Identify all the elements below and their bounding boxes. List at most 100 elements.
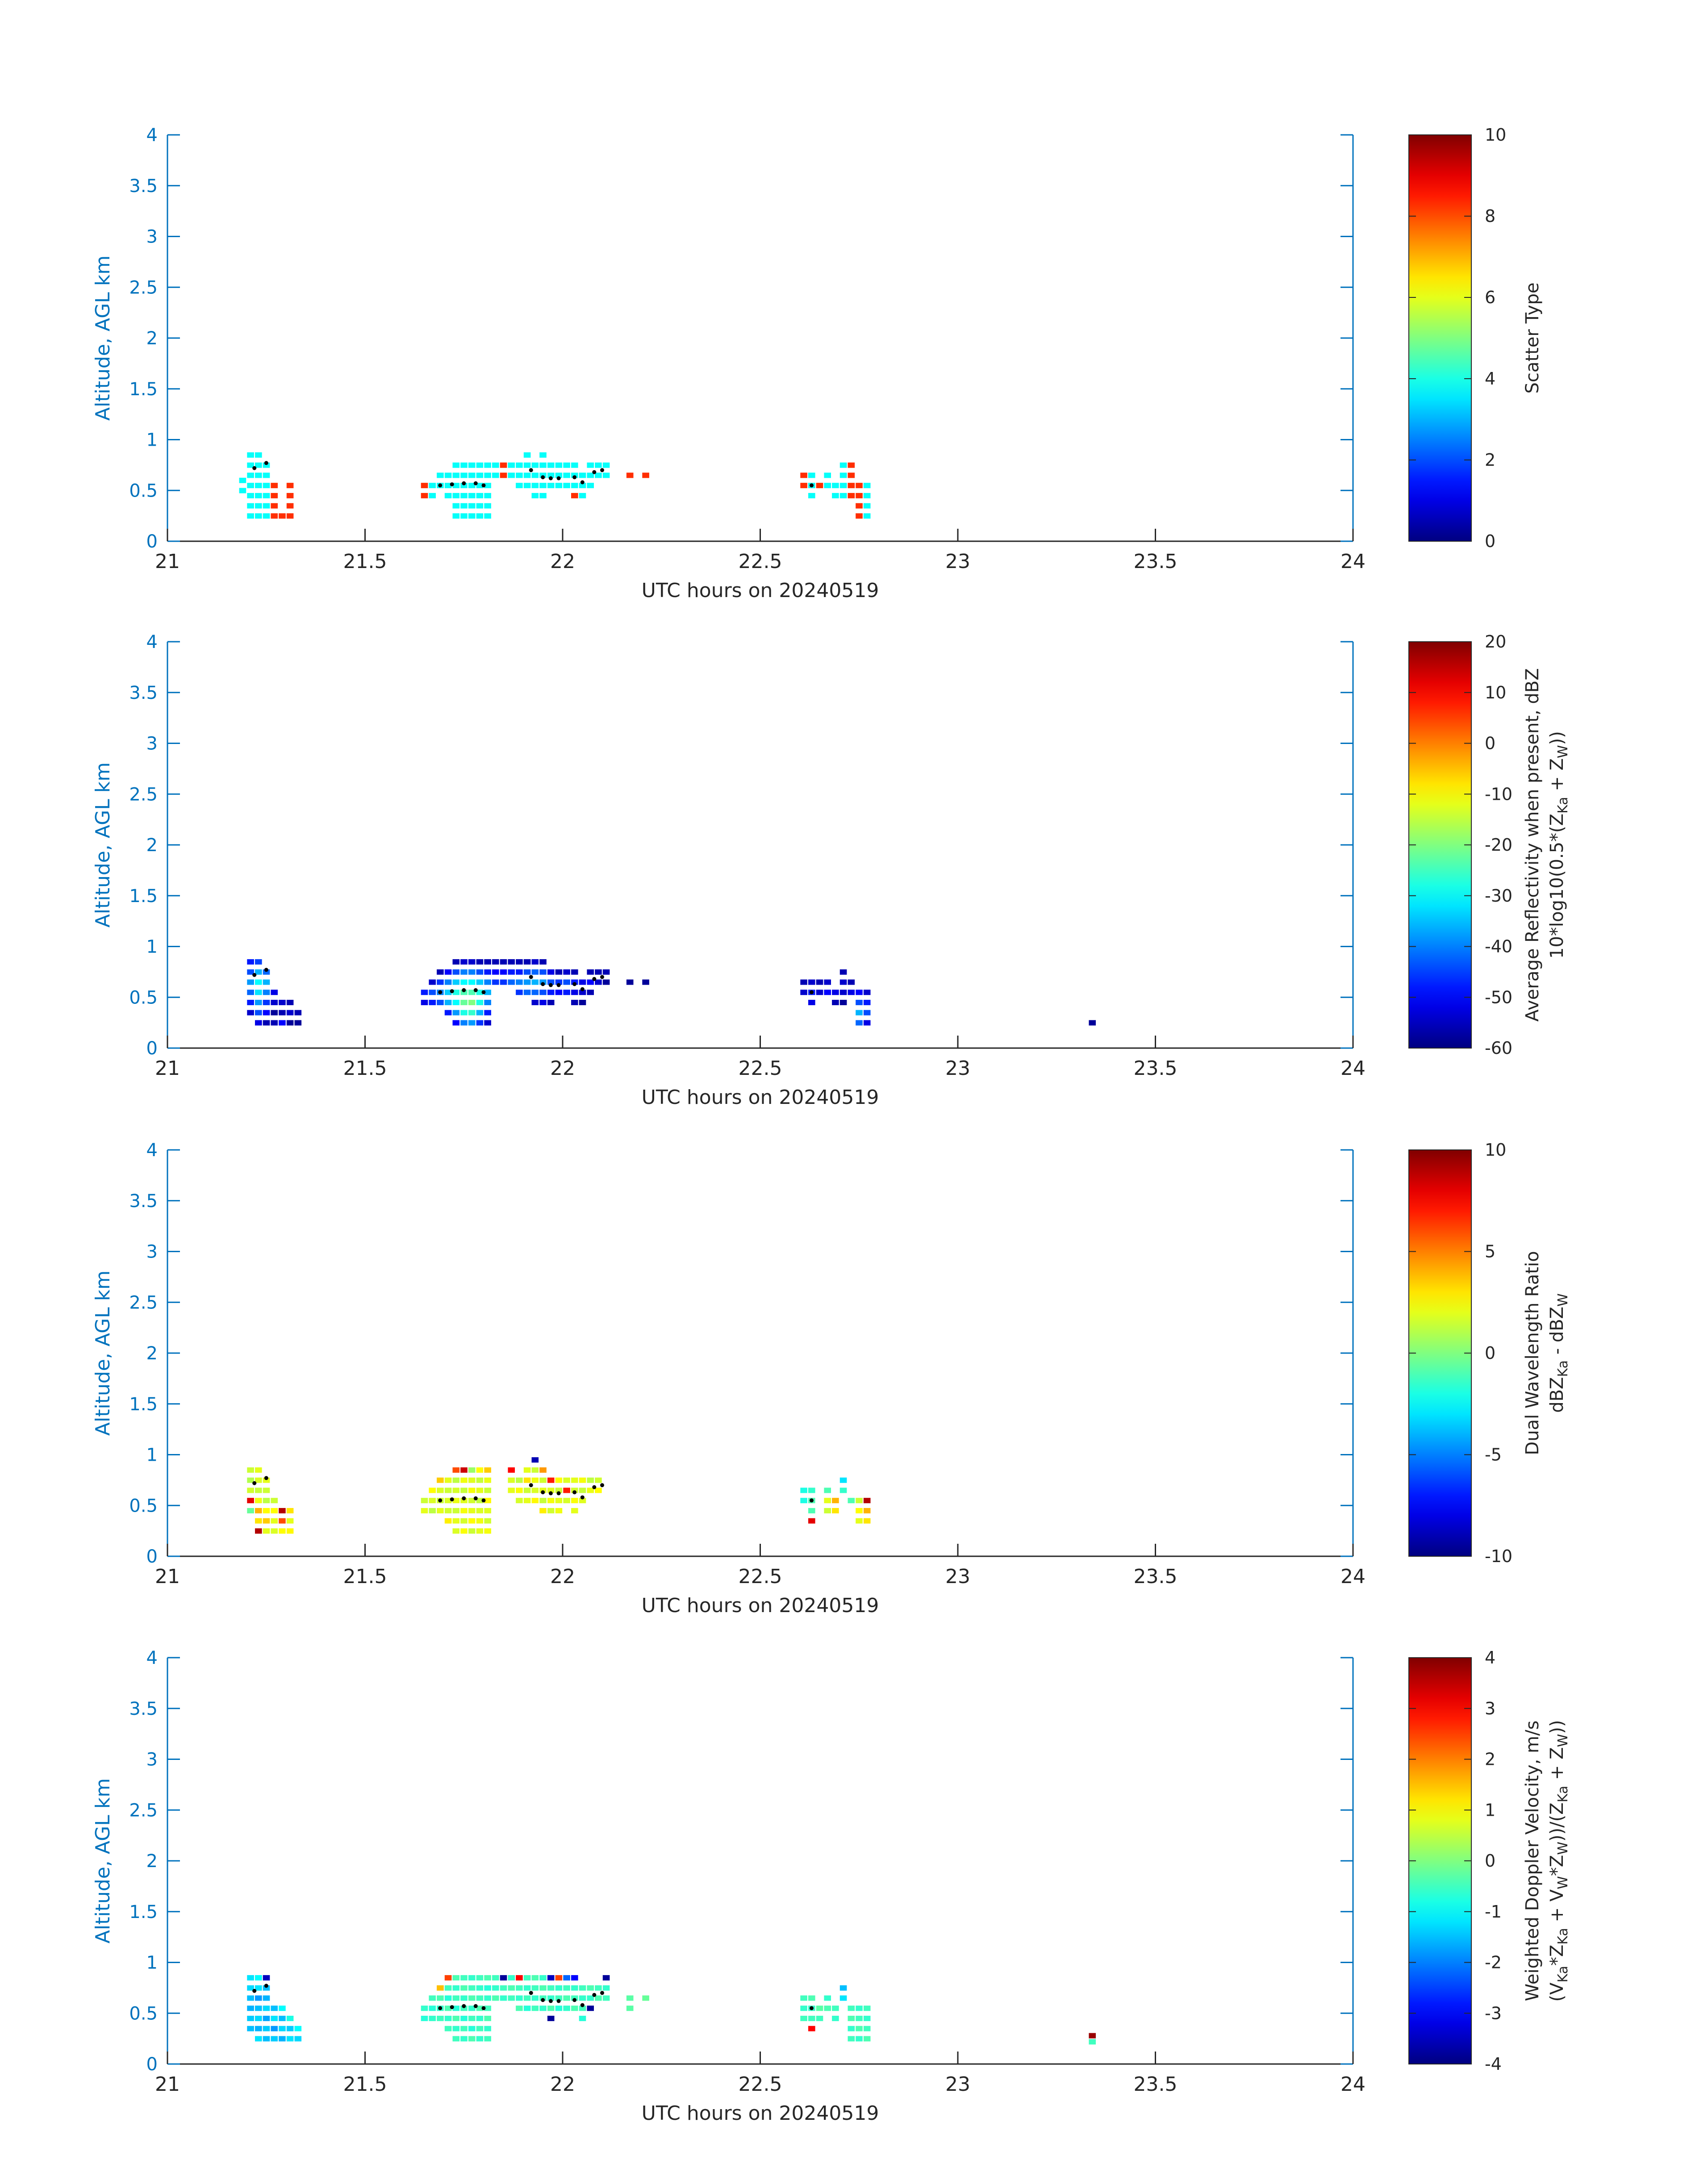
heatmap-cell bbox=[571, 990, 578, 995]
heatmap-cell bbox=[429, 493, 436, 498]
y-tick-label: 2 bbox=[146, 1851, 158, 1872]
heatmap-cell bbox=[579, 999, 586, 1005]
heatmap-cell bbox=[523, 1477, 531, 1483]
heatmap-cell bbox=[247, 959, 254, 965]
heatmap-cell bbox=[587, 1995, 594, 2001]
heatmap-cell bbox=[429, 2006, 436, 2011]
heatmap-cell bbox=[437, 1477, 444, 1483]
heatmap-cell bbox=[484, 462, 491, 468]
heatmap-cell bbox=[437, 999, 444, 1005]
colorbar-tick-label: -50 bbox=[1485, 987, 1512, 1007]
heatmap-cell bbox=[547, 1477, 555, 1483]
heatmap-cell bbox=[460, 1528, 468, 1534]
y-tick-label: 1.5 bbox=[129, 1394, 158, 1415]
heatmap-cell bbox=[279, 1528, 286, 1534]
y-tick-label: 3 bbox=[146, 227, 158, 247]
heatmap-cell bbox=[863, 1508, 871, 1513]
heatmap-cell bbox=[626, 1995, 634, 2001]
heatmap-cell bbox=[476, 990, 484, 995]
heatmap-cell bbox=[484, 503, 491, 509]
heatmap-cell bbox=[832, 2015, 839, 2021]
marker-dot bbox=[438, 483, 443, 488]
heatmap-cell bbox=[255, 1995, 262, 2001]
heatmap-cell bbox=[587, 979, 594, 985]
heatmap-cell bbox=[516, 472, 523, 478]
heatmap-cell bbox=[421, 483, 428, 489]
heatmap-cell bbox=[523, 990, 531, 995]
heatmap-cell bbox=[468, 1985, 476, 1991]
y-axis-label: Altitude, AGL km bbox=[92, 255, 114, 421]
heatmap-cell bbox=[255, 1518, 262, 1524]
x-axis-label: UTC hours on 20240519 bbox=[642, 1086, 879, 1109]
heatmap-cell bbox=[444, 2026, 452, 2031]
heatmap-cell bbox=[444, 1488, 452, 1493]
heatmap-cell bbox=[255, 990, 262, 995]
heatmap-cell bbox=[421, 1508, 428, 1513]
heatmap-cell bbox=[602, 1975, 610, 1981]
heatmap-cell bbox=[263, 2006, 270, 2011]
marker-dot bbox=[450, 482, 454, 487]
heatmap-cell bbox=[286, 483, 294, 489]
x-tick-label: 22 bbox=[550, 550, 575, 573]
heatmap-cell bbox=[286, 503, 294, 509]
heatmap-cell bbox=[492, 462, 499, 468]
heatmap-cell bbox=[255, 462, 262, 468]
marker-dot bbox=[548, 476, 553, 481]
heatmap-cell bbox=[484, 1488, 491, 1493]
colorbar-tick-label: 2 bbox=[1485, 1750, 1495, 1769]
heatmap-cell bbox=[263, 1518, 270, 1524]
heatmap-cell bbox=[531, 1995, 539, 2001]
colorbar-tick-label: -40 bbox=[1485, 937, 1512, 957]
heatmap-cell bbox=[468, 990, 476, 995]
heatmap-cell bbox=[848, 2006, 855, 2011]
heatmap-cell bbox=[452, 1498, 460, 1504]
heatmap-cell bbox=[476, 1498, 484, 1504]
y-tick-label: 0.5 bbox=[129, 481, 158, 501]
heatmap-cell bbox=[839, 1995, 847, 2001]
heatmap-cell bbox=[571, 969, 578, 975]
marker-dot bbox=[438, 2006, 443, 2010]
heatmap-cell bbox=[516, 1477, 523, 1483]
y-tick-label: 2.5 bbox=[129, 1292, 158, 1313]
heatmap-cell bbox=[239, 488, 246, 493]
heatmap-cell bbox=[437, 1995, 444, 2001]
heatmap-cell bbox=[839, 990, 847, 995]
heatmap-cell bbox=[421, 990, 428, 995]
heatmap-cell bbox=[255, 1975, 262, 1981]
y-tick-label: 3 bbox=[146, 1242, 158, 1262]
heatmap-cell bbox=[468, 1467, 476, 1473]
heatmap-cell bbox=[476, 1975, 484, 1981]
heatmap-cell bbox=[444, 1498, 452, 1504]
heatmap-cell bbox=[279, 1010, 286, 1015]
heatmap-cell bbox=[531, 1498, 539, 1504]
heatmap-cell bbox=[832, 990, 839, 995]
marker-dots bbox=[252, 968, 814, 994]
heatmap-cell bbox=[468, 2026, 476, 2031]
heatmap-cell bbox=[547, 2006, 555, 2011]
colorbar-tick-label: -1 bbox=[1485, 1902, 1502, 1922]
marker-dot bbox=[473, 1496, 478, 1500]
heatmap-cell bbox=[863, 493, 871, 498]
heatmap-cell bbox=[547, 990, 555, 995]
heatmap-cell bbox=[294, 2026, 302, 2031]
marker-dot bbox=[541, 1490, 545, 1495]
heatmap-cells bbox=[247, 1975, 1096, 2045]
heatmap-cell bbox=[832, 493, 839, 498]
colorbar-gradient bbox=[1408, 1657, 1472, 2064]
colorbar-tick-label: -30 bbox=[1485, 886, 1512, 906]
heatmap-cell bbox=[484, 1518, 491, 1524]
heatmap-cell bbox=[247, 990, 254, 995]
heatmap-cell bbox=[500, 969, 507, 975]
heatmap-cell bbox=[476, 2006, 484, 2011]
x-tick-label: 23 bbox=[945, 1057, 970, 1080]
heatmap-cell bbox=[421, 2015, 428, 2021]
y-tick-label: 4 bbox=[146, 1648, 158, 1668]
heatmap-cell bbox=[492, 1995, 499, 2001]
heatmap-cell bbox=[547, 1488, 555, 1493]
heatmap-cell bbox=[279, 999, 286, 1005]
heatmap-cell bbox=[452, 1010, 460, 1015]
colorbar-tick-label: 2 bbox=[1485, 450, 1495, 470]
heatmap-cell bbox=[848, 493, 855, 498]
marker-dot bbox=[548, 1491, 553, 1496]
heatmap-cell bbox=[595, 979, 602, 985]
